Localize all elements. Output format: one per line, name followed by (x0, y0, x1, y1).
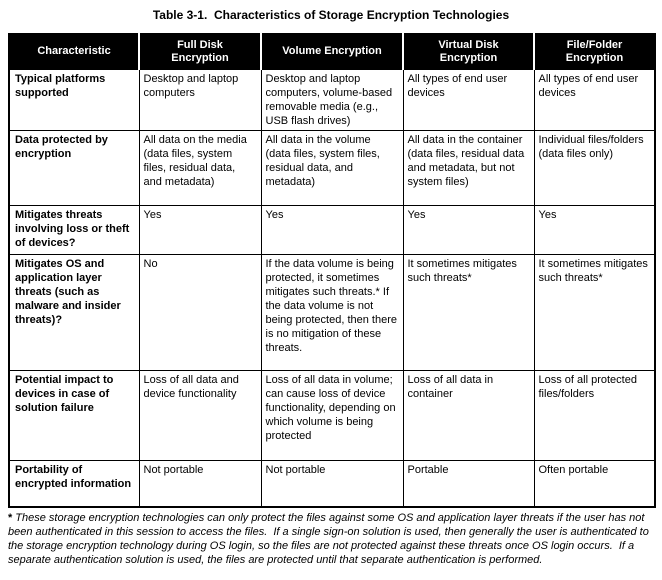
cell-file-folder: Individual files/folders (data files onl… (533, 129, 656, 206)
cell-file-folder: It sometimes mitigates such threats* (533, 253, 656, 371)
table-row-portability: Portability of encrypted information Not… (8, 459, 656, 508)
table-row-mitigates-os-threats: Mitigates OS and application layer threa… (8, 253, 656, 371)
cell-full-disk: Desktop and laptop computers (138, 68, 262, 131)
cell-characteristic: Typical platforms supported (8, 68, 140, 131)
cell-full-disk: Loss of all data and device functionalit… (138, 369, 262, 461)
cell-full-disk: Yes (138, 204, 262, 255)
column-header-volume-encryption: Volume Encryption (260, 34, 403, 70)
cell-volume: Loss of all data in volume; can cause lo… (260, 369, 404, 461)
cell-volume: Yes (260, 204, 404, 255)
cell-file-folder: Loss of all protected files/folders (533, 369, 656, 461)
cell-virtual-disk: All types of end user devices (402, 68, 535, 131)
column-header-characteristic: Characteristic (9, 34, 139, 70)
cell-full-disk: No (138, 253, 262, 371)
table-row-typical-platforms: Typical platforms supported Desktop and … (8, 68, 656, 131)
cell-volume: All data in the volume (data files, syst… (260, 129, 404, 206)
cell-virtual-disk: It sometimes mitigates such threats* (402, 253, 535, 371)
cell-characteristic: Portability of encrypted information (8, 459, 140, 508)
cell-characteristic: Mitigates OS and application layer threa… (8, 253, 140, 371)
cell-file-folder: Often portable (533, 459, 656, 508)
cell-characteristic: Potential impact to devices in case of s… (8, 369, 140, 461)
cell-volume: Not portable (260, 459, 404, 508)
cell-full-disk: All data on the media (data files, syste… (138, 129, 262, 206)
cell-volume: Desktop and laptop computers, volume-bas… (260, 68, 404, 131)
header-row: Characteristic Full Disk Encryption Volu… (9, 34, 655, 70)
cell-characteristic: Data protected by encryption (8, 129, 140, 206)
column-header-virtual-disk-encryption: Virtual Disk Encryption (402, 34, 534, 70)
cell-characteristic: Mitigates threats involving loss or thef… (8, 204, 140, 255)
column-header-file-folder-encryption: File/Folder Encryption (533, 34, 655, 70)
column-header-full-disk-encryption: Full Disk Encryption (138, 34, 261, 70)
cell-virtual-disk: All data in the container (data files, r… (402, 129, 535, 206)
cell-virtual-disk: Yes (402, 204, 535, 255)
table-row-data-protected: Data protected by encryption All data on… (8, 129, 656, 206)
table-row-potential-impact: Potential impact to devices in case of s… (8, 369, 656, 461)
cell-virtual-disk: Loss of all data in container (402, 369, 535, 461)
footnote: * These storage encryption technologies c… (8, 511, 654, 567)
footnote-text: These storage encryption technologies ca… (8, 512, 652, 566)
cell-file-folder: Yes (533, 204, 656, 255)
table-row-mitigates-loss-theft: Mitigates threats involving loss or thef… (8, 204, 656, 255)
cell-virtual-disk: Portable (402, 459, 535, 508)
table-title: Table 3-1. Characteristics of Storage En… (152, 8, 510, 22)
cell-file-folder: All types of end user devices (533, 68, 656, 131)
cell-full-disk: Not portable (138, 459, 262, 508)
characteristics-table: Characteristic Full Disk Encryption Volu… (8, 33, 656, 508)
footnote-marker: * (8, 512, 13, 524)
cell-volume: If the data volume is being protected, i… (260, 253, 404, 371)
